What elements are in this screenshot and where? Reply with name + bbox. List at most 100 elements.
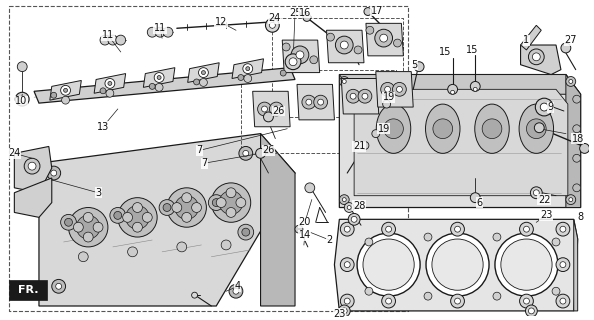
Polygon shape: [94, 74, 126, 93]
Circle shape: [451, 90, 454, 94]
Circle shape: [167, 188, 206, 227]
Text: 23: 23: [540, 210, 552, 220]
Circle shape: [533, 190, 539, 196]
Circle shape: [318, 99, 324, 105]
Polygon shape: [366, 23, 403, 56]
FancyBboxPatch shape: [10, 280, 47, 300]
Circle shape: [51, 170, 56, 176]
Polygon shape: [327, 30, 364, 63]
Circle shape: [172, 203, 182, 212]
Polygon shape: [354, 89, 568, 196]
Circle shape: [361, 141, 369, 149]
Circle shape: [159, 200, 175, 215]
Circle shape: [314, 95, 327, 109]
Circle shape: [357, 233, 420, 296]
Circle shape: [532, 53, 541, 61]
Circle shape: [339, 195, 349, 204]
Circle shape: [201, 71, 206, 75]
Circle shape: [432, 239, 483, 290]
Circle shape: [347, 205, 351, 210]
Circle shape: [200, 78, 207, 86]
Polygon shape: [50, 80, 81, 100]
Circle shape: [327, 33, 334, 41]
Circle shape: [68, 207, 108, 247]
Text: 19: 19: [378, 124, 390, 134]
Polygon shape: [334, 219, 578, 311]
Circle shape: [270, 22, 276, 28]
Circle shape: [264, 112, 273, 122]
Circle shape: [569, 79, 573, 84]
Circle shape: [61, 214, 77, 230]
Circle shape: [154, 73, 164, 83]
Text: 15: 15: [466, 45, 479, 55]
Circle shape: [177, 242, 187, 252]
Polygon shape: [297, 84, 334, 120]
Circle shape: [282, 43, 290, 51]
Text: 26: 26: [272, 106, 285, 116]
Circle shape: [83, 232, 93, 242]
Text: 11: 11: [154, 23, 166, 33]
Circle shape: [573, 125, 581, 133]
Polygon shape: [339, 75, 581, 207]
Circle shape: [270, 102, 283, 116]
Circle shape: [364, 8, 372, 15]
Circle shape: [424, 292, 432, 300]
Circle shape: [93, 222, 103, 232]
Circle shape: [118, 198, 157, 237]
Circle shape: [163, 27, 173, 37]
Circle shape: [520, 222, 533, 236]
Text: 1: 1: [523, 35, 529, 45]
Circle shape: [192, 203, 201, 212]
Circle shape: [529, 49, 544, 65]
Circle shape: [74, 222, 83, 232]
Circle shape: [78, 252, 89, 262]
Circle shape: [236, 198, 246, 207]
Circle shape: [365, 287, 373, 295]
Circle shape: [340, 222, 354, 236]
Circle shape: [552, 238, 560, 246]
Circle shape: [163, 204, 171, 212]
Text: 5: 5: [411, 60, 418, 70]
Circle shape: [305, 183, 315, 193]
Text: 22: 22: [538, 195, 551, 204]
Circle shape: [17, 62, 27, 72]
Circle shape: [155, 84, 163, 91]
Circle shape: [372, 130, 380, 138]
Ellipse shape: [475, 104, 509, 153]
Text: 23: 23: [333, 309, 346, 319]
Circle shape: [454, 226, 460, 232]
Circle shape: [51, 92, 56, 98]
Circle shape: [244, 75, 252, 83]
Circle shape: [306, 99, 312, 105]
Circle shape: [100, 88, 106, 94]
Circle shape: [143, 212, 152, 222]
Circle shape: [62, 96, 69, 104]
Circle shape: [155, 27, 165, 37]
Circle shape: [470, 82, 480, 91]
Polygon shape: [520, 45, 561, 75]
Circle shape: [285, 54, 301, 70]
Circle shape: [238, 75, 244, 80]
Circle shape: [382, 222, 396, 236]
Circle shape: [242, 228, 249, 236]
Circle shape: [296, 51, 304, 59]
Circle shape: [216, 198, 226, 207]
Circle shape: [526, 305, 538, 317]
Circle shape: [65, 218, 72, 226]
Text: 9: 9: [547, 102, 553, 112]
Text: 2: 2: [326, 235, 333, 245]
Circle shape: [473, 87, 477, 91]
Circle shape: [381, 83, 394, 96]
Circle shape: [345, 203, 354, 212]
Circle shape: [396, 86, 402, 92]
Circle shape: [580, 143, 589, 153]
Circle shape: [149, 84, 155, 89]
Text: 16: 16: [299, 7, 311, 18]
Polygon shape: [188, 63, 219, 83]
Circle shape: [414, 62, 424, 72]
Circle shape: [451, 294, 465, 308]
Circle shape: [208, 195, 224, 211]
Circle shape: [211, 183, 251, 222]
Text: 20: 20: [299, 217, 311, 227]
Text: 11: 11: [102, 30, 114, 40]
